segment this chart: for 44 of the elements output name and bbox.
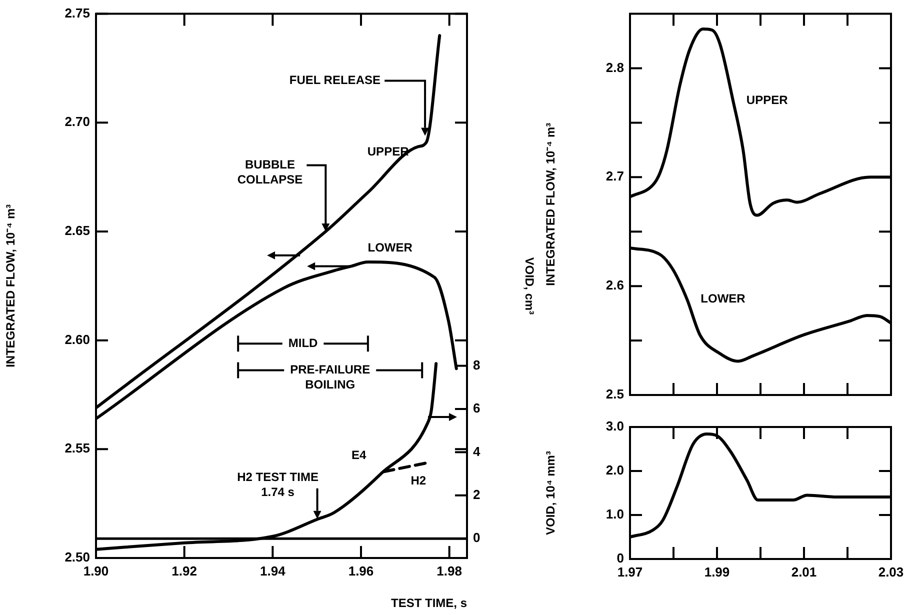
y-tick-label: 2.5 xyxy=(606,386,624,402)
x-tick-label: 2.03 xyxy=(878,564,904,580)
x-tick-label: 1.98 xyxy=(436,563,462,578)
x-tick-label: 1.90 xyxy=(83,563,109,578)
y-tick-label: 2.6 xyxy=(606,278,624,293)
series-label: UPPER xyxy=(746,93,788,108)
series-label: H2 xyxy=(410,473,426,488)
y2-axis-title: VOID, cm³ xyxy=(522,257,536,315)
series-label: LOWER xyxy=(700,291,746,306)
y2-tick-label: 8 xyxy=(473,357,480,372)
annotation: FUEL RELEASE xyxy=(289,73,380,88)
y-tick-label: 2.50 xyxy=(64,550,90,565)
y-tick-label: 0 xyxy=(616,550,624,566)
y-tick-label: 2.75 xyxy=(64,5,90,20)
y-axis-title: VOID, 10⁴ mm³ xyxy=(544,451,558,535)
annotation: BUBBLE COLLAPSE xyxy=(237,158,303,187)
y-tick-label: 2.55 xyxy=(64,440,90,456)
x-tick-label: 1.97 xyxy=(617,564,643,580)
y-tick-label: 2.0 xyxy=(606,462,624,478)
y-tick-label: 1.0 xyxy=(606,506,624,522)
x-tick-label: 1.92 xyxy=(172,563,197,578)
y2-tick-label: 4 xyxy=(473,444,481,459)
y2-tick-label: 0 xyxy=(473,530,480,546)
x-tick-label: 1.94 xyxy=(260,563,286,578)
x-tick-label: 2.01 xyxy=(791,564,817,580)
y-tick-label: 2.8 xyxy=(606,60,624,75)
y-tick-label: 2.65 xyxy=(64,223,90,238)
series-label: LOWER xyxy=(368,240,413,254)
y2-tick-label: 6 xyxy=(473,400,480,416)
annotation: PRE-FAILURE BOILING xyxy=(290,362,370,392)
y2-tick-label: 2 xyxy=(473,486,480,502)
y-axis-title: INTEGRATED FLOW, 10⁻⁴ m³ xyxy=(4,204,18,368)
y-axis-title: INTEGRATED FLOW, 10⁻⁴ m³ xyxy=(544,122,558,286)
annotation: MILD xyxy=(288,336,318,350)
x-tick-label: 1.99 xyxy=(704,564,730,580)
y-tick-label: 2.7 xyxy=(606,168,624,184)
y-tick-label: 3.0 xyxy=(606,418,624,434)
series-label: UPPER xyxy=(367,144,410,159)
x-tick-label: 1.96 xyxy=(348,563,374,578)
series-label: E4 xyxy=(352,448,367,462)
annotation: H2 TEST TIME 1.74 s xyxy=(237,470,318,499)
x-axis-title: TEST TIME, s xyxy=(390,596,468,610)
y-tick-label: 2.70 xyxy=(64,114,90,130)
y-tick-label: 2.60 xyxy=(64,332,90,347)
